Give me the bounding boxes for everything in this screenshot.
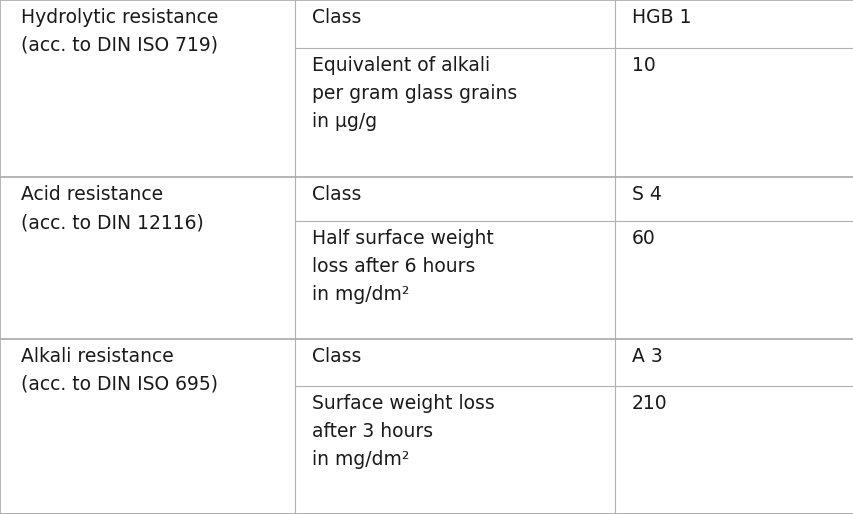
Text: Acid resistance
(acc. to DIN 12116): Acid resistance (acc. to DIN 12116) — [21, 185, 204, 232]
Text: 60: 60 — [631, 229, 655, 248]
Text: Class: Class — [311, 347, 361, 366]
Text: A 3: A 3 — [631, 347, 662, 366]
Text: Class: Class — [311, 8, 361, 27]
Text: 10: 10 — [631, 56, 655, 75]
Text: Equivalent of alkali
per gram glass grains
in µg/g: Equivalent of alkali per gram glass grai… — [311, 56, 516, 131]
Text: S 4: S 4 — [631, 185, 661, 204]
Text: Surface weight loss
after 3 hours
in mg/dm²: Surface weight loss after 3 hours in mg/… — [311, 394, 494, 469]
Text: Half surface weight
loss after 6 hours
in mg/dm²: Half surface weight loss after 6 hours i… — [311, 229, 493, 304]
Text: 210: 210 — [631, 394, 667, 413]
Text: Class: Class — [311, 185, 361, 204]
Text: HGB 1: HGB 1 — [631, 8, 691, 27]
Text: Alkali resistance
(acc. to DIN ISO 695): Alkali resistance (acc. to DIN ISO 695) — [21, 347, 218, 394]
Text: Hydrolytic resistance
(acc. to DIN ISO 719): Hydrolytic resistance (acc. to DIN ISO 7… — [21, 8, 218, 54]
